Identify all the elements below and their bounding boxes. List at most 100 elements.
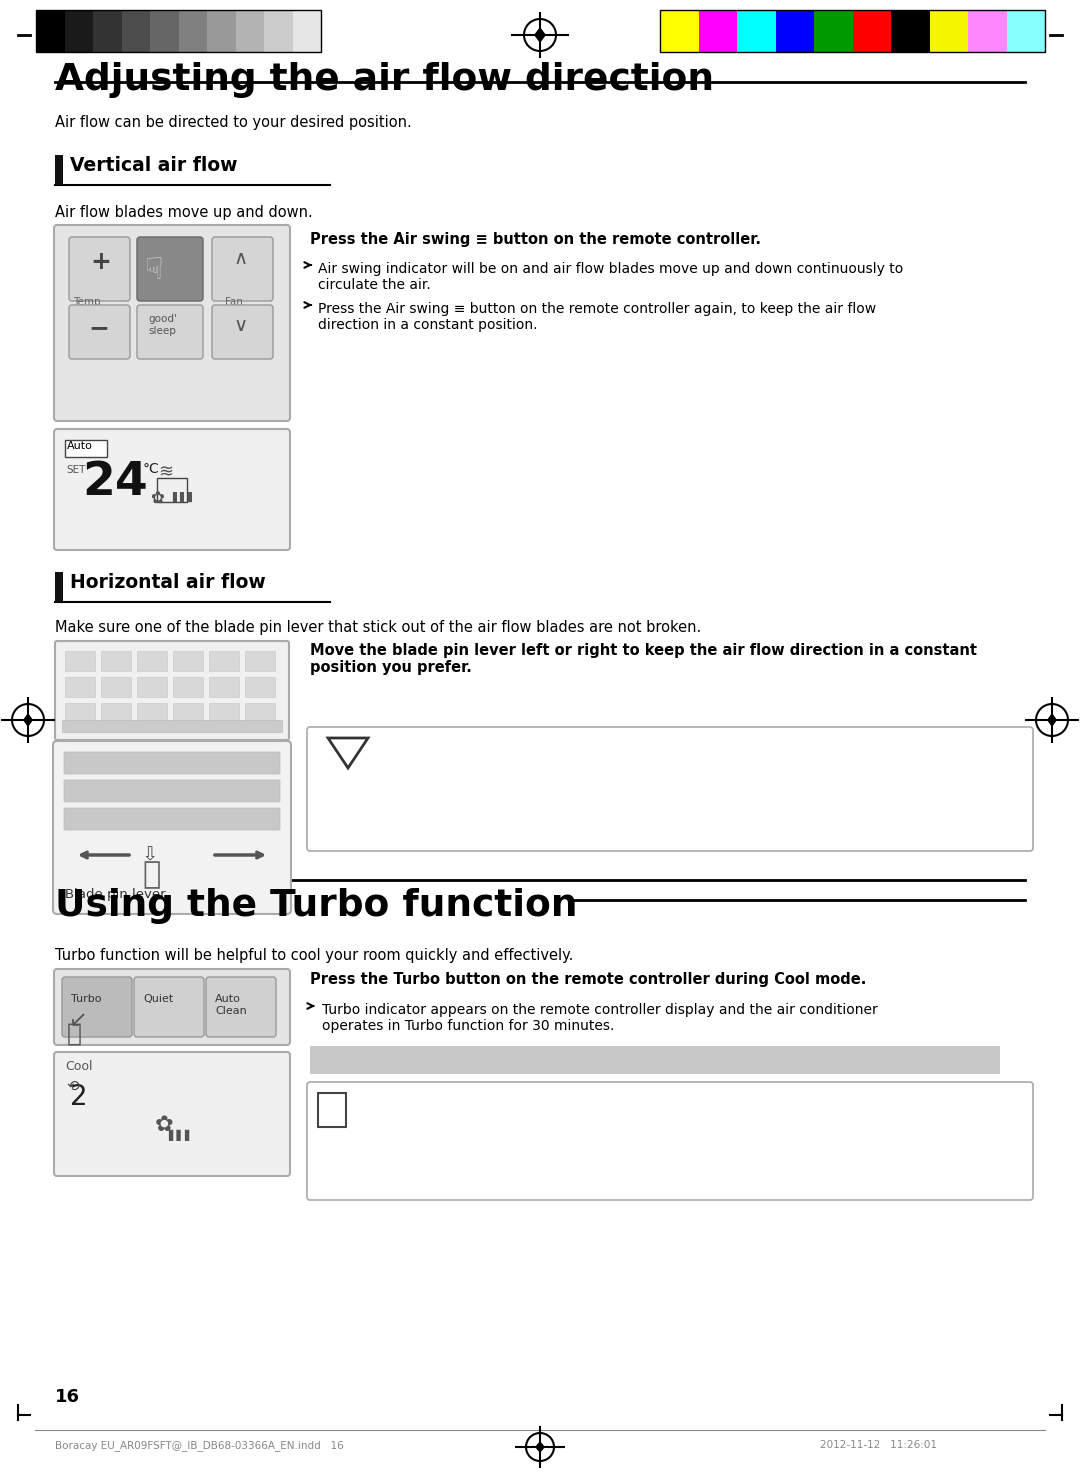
Bar <box>36 10 321 52</box>
Text: 2: 2 <box>70 1083 87 1111</box>
FancyBboxPatch shape <box>206 977 276 1038</box>
Bar <box>930 10 969 52</box>
Bar <box>121 10 151 52</box>
Bar <box>102 651 131 672</box>
Text: ✋: ✋ <box>141 861 160 889</box>
Text: Press the: Press the <box>380 1049 457 1064</box>
Bar <box>891 10 931 52</box>
Bar <box>235 10 265 52</box>
Text: 16: 16 <box>55 1387 80 1407</box>
Text: Using the Turbo function: Using the Turbo function <box>55 889 578 924</box>
Bar <box>173 651 203 672</box>
FancyBboxPatch shape <box>307 728 1032 852</box>
Text: ▌▌▌: ▌▌▌ <box>172 492 195 502</box>
Bar <box>660 10 700 52</box>
Text: Horizontal air flow: Horizontal air flow <box>70 573 266 592</box>
Bar <box>137 651 167 672</box>
Text: ✿: ✿ <box>150 490 164 508</box>
Text: °C: °C <box>143 462 160 475</box>
Bar <box>660 10 1045 52</box>
Bar <box>264 10 294 52</box>
Polygon shape <box>1047 713 1057 728</box>
Bar <box>150 10 179 52</box>
Text: Air flow blades move up and down.: Air flow blades move up and down. <box>55 205 313 220</box>
Text: Auto: Auto <box>67 441 93 452</box>
Text: Air swing indicator will be on and air flow blades move up and down continuously: Air swing indicator will be on and air f… <box>318 263 903 292</box>
Text: ≋: ≋ <box>158 463 173 481</box>
Bar <box>65 677 95 697</box>
FancyBboxPatch shape <box>137 238 203 301</box>
FancyBboxPatch shape <box>137 306 203 359</box>
Text: Fan: Fan <box>225 297 243 307</box>
Bar <box>173 677 203 697</box>
FancyBboxPatch shape <box>54 224 291 421</box>
Polygon shape <box>23 713 33 728</box>
Text: Blade pin lever: Blade pin lever <box>65 889 165 900</box>
Text: ∨: ∨ <box>233 316 247 335</box>
Text: Be extremely careful with your fingers while adjusting the Horizontal
air flow d: Be extremely careful with your fingers w… <box>378 738 838 796</box>
Text: Cool: Cool <box>65 1060 93 1073</box>
Text: Press the Air swing ≡ button on the remote controller.: Press the Air swing ≡ button on the remo… <box>310 232 761 246</box>
FancyBboxPatch shape <box>64 751 280 773</box>
Text: NOTE: NOTE <box>318 1129 350 1139</box>
Text: Press the Turbo button on the remote controller during Cool mode.: Press the Turbo button on the remote con… <box>310 973 866 987</box>
FancyBboxPatch shape <box>212 306 273 359</box>
Bar <box>178 10 208 52</box>
Bar <box>310 1046 1000 1075</box>
Bar <box>245 677 275 697</box>
Bar <box>102 677 131 697</box>
Bar <box>65 703 95 723</box>
FancyBboxPatch shape <box>64 779 280 801</box>
Text: •  If you press the Mode button while the Turbo function is on, it will cancel
t: • If you press the Mode button while the… <box>355 1113 856 1141</box>
FancyBboxPatch shape <box>54 970 291 1045</box>
Bar <box>1007 10 1047 52</box>
Text: ↙: ↙ <box>69 1010 87 1030</box>
Text: ⟲: ⟲ <box>66 1079 79 1094</box>
FancyBboxPatch shape <box>307 1082 1032 1200</box>
Text: −: − <box>87 316 109 339</box>
Text: ✋: ✋ <box>67 1021 82 1046</box>
Text: SET: SET <box>66 465 85 475</box>
Text: Boracay EU_AR09FSFT@_IB_DB68-03366A_EN.indd   16: Boracay EU_AR09FSFT@_IB_DB68-03366A_EN.i… <box>55 1441 343 1451</box>
FancyBboxPatch shape <box>55 641 289 739</box>
Bar <box>137 677 167 697</box>
Text: ∧: ∧ <box>233 249 247 269</box>
Bar <box>62 720 282 732</box>
Polygon shape <box>534 27 546 43</box>
FancyBboxPatch shape <box>53 741 291 914</box>
FancyBboxPatch shape <box>69 306 130 359</box>
Bar <box>157 478 187 502</box>
Text: ⇩: ⇩ <box>141 844 159 863</box>
Text: Turbo: Turbo <box>71 993 102 1004</box>
FancyBboxPatch shape <box>212 238 273 301</box>
Bar <box>699 10 738 52</box>
Text: 2012-11-12   11:26:01: 2012-11-12 11:26:01 <box>820 1441 937 1449</box>
Bar <box>814 10 853 52</box>
Bar <box>210 703 239 723</box>
Text: ▌▌▌: ▌▌▌ <box>168 1131 193 1141</box>
Bar <box>36 10 66 52</box>
Bar <box>775 10 815 52</box>
Bar <box>173 703 203 723</box>
FancyBboxPatch shape <box>62 977 132 1038</box>
Bar <box>210 651 239 672</box>
Text: Turbo indicator appears on the remote controller display and the air conditioner: Turbo indicator appears on the remote co… <box>322 1004 878 1033</box>
Text: CAUTION: CAUTION <box>328 772 380 782</box>
Text: Turbo function will be helpful to cool your room quickly and effectively.: Turbo function will be helpful to cool y… <box>55 948 573 962</box>
Text: Move the blade pin lever left or right to keep the air flow direction in a const: Move the blade pin lever left or right t… <box>310 644 977 676</box>
Text: Cancel: Cancel <box>315 1049 369 1066</box>
FancyBboxPatch shape <box>64 807 280 830</box>
Text: good'
sleep: good' sleep <box>148 314 177 335</box>
Bar <box>737 10 777 52</box>
Bar <box>93 10 122 52</box>
FancyBboxPatch shape <box>134 977 204 1038</box>
Polygon shape <box>535 1441 545 1452</box>
Text: Press the Air swing ≡ button on the remote controller again, to keep the air flo: Press the Air swing ≡ button on the remo… <box>318 303 876 332</box>
Text: Vertical air flow: Vertical air flow <box>70 156 238 176</box>
Text: ☟: ☟ <box>145 255 164 285</box>
Text: Adjusting the air flow direction: Adjusting the air flow direction <box>55 62 714 97</box>
Text: button once again.: button once again. <box>503 1049 638 1064</box>
Text: Quiet: Quiet <box>143 993 173 1004</box>
Bar <box>137 703 167 723</box>
Bar <box>852 10 892 52</box>
